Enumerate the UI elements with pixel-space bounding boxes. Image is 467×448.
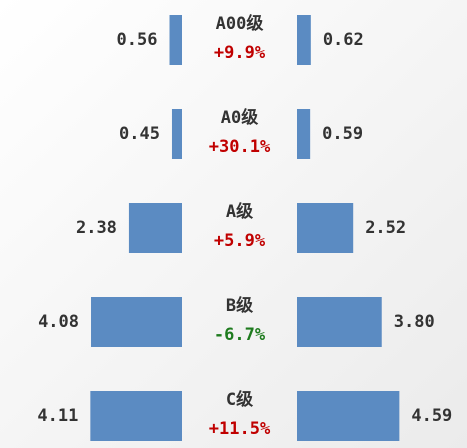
category-label: A级 bbox=[226, 201, 253, 222]
bar bbox=[297, 15, 311, 65]
change-label: +9.9% bbox=[214, 43, 266, 63]
bar bbox=[90, 391, 182, 441]
value-label: 2.38 bbox=[76, 218, 117, 238]
bar bbox=[91, 297, 182, 347]
bar bbox=[128, 203, 182, 253]
value-label: 0.59 bbox=[322, 124, 363, 144]
change-label: +11.5% bbox=[209, 419, 271, 439]
value-label: 0.56 bbox=[117, 30, 158, 50]
bar bbox=[297, 109, 311, 159]
bar bbox=[297, 391, 400, 441]
change-label: +30.1% bbox=[209, 137, 271, 157]
value-label: 2.52 bbox=[365, 218, 406, 238]
category-label: A00级 bbox=[216, 13, 264, 34]
category-label: A0级 bbox=[221, 107, 258, 128]
change-label: +5.9% bbox=[214, 231, 266, 251]
value-label: 4.59 bbox=[411, 406, 452, 426]
bar bbox=[297, 203, 354, 253]
value-label: 0.45 bbox=[119, 124, 160, 144]
category-label: B级 bbox=[226, 295, 253, 316]
value-label: 4.11 bbox=[37, 406, 78, 426]
category-label: C级 bbox=[226, 389, 253, 410]
value-label: 0.62 bbox=[323, 30, 364, 50]
bar bbox=[169, 15, 182, 65]
value-label: 3.80 bbox=[394, 312, 435, 332]
value-label: 4.08 bbox=[38, 312, 79, 332]
bar bbox=[171, 109, 182, 159]
bar bbox=[297, 297, 382, 347]
change-label: -6.7% bbox=[214, 325, 266, 345]
